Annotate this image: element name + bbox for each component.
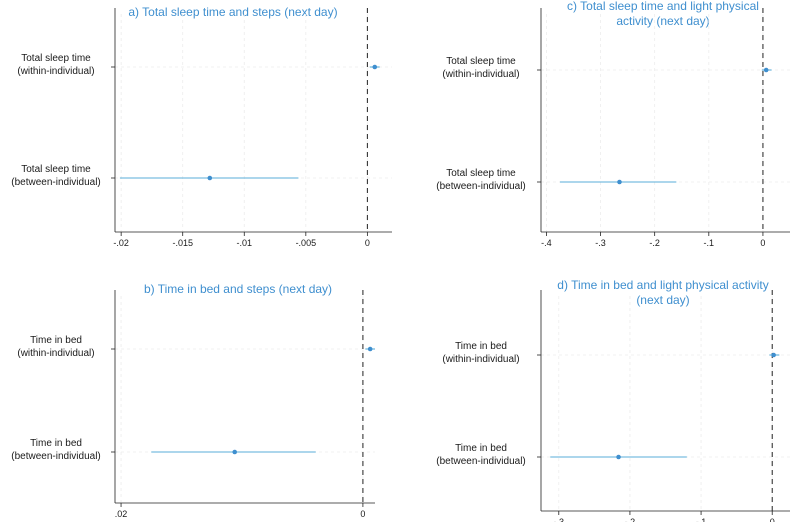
panel-title: d) Time in bed and light physical activi… — [557, 278, 768, 292]
x-tick-label: -.4 — [541, 238, 552, 248]
panel-title: activity (next day) — [616, 14, 709, 28]
x-tick-label: -.3 — [595, 238, 606, 248]
point-estimate — [763, 67, 769, 73]
row-label: Total sleep time — [21, 53, 91, 64]
row-label: (between-individual) — [11, 451, 101, 462]
x-tick-label: -.02 — [113, 238, 129, 248]
row-label: Time in bed — [30, 438, 82, 449]
row-label: (between-individual) — [11, 177, 101, 188]
point-estimate — [771, 352, 776, 358]
x-tick-label: -.2 — [649, 238, 660, 248]
point-estimate — [372, 64, 378, 70]
panel-d: d) Time in bed and light physical activi… — [436, 278, 790, 522]
x-tick-label: -.005 — [296, 238, 317, 248]
x-tick-label: 0 — [770, 517, 775, 522]
row-label: Total sleep time — [446, 168, 516, 179]
row-label: Time in bed — [30, 335, 82, 346]
x-tick-label: -.1 — [696, 517, 707, 522]
row-label: (within-individual) — [442, 354, 519, 365]
panel-a: a) Total sleep time and steps (next day)… — [11, 5, 392, 248]
x-tick-label: 0 — [360, 509, 365, 519]
point-estimate — [232, 449, 238, 455]
panel-title: a) Total sleep time and steps (next day) — [128, 5, 337, 19]
x-tick-label: -.015 — [172, 238, 193, 248]
point-estimate — [207, 175, 213, 181]
panel-c: c) Total sleep time and light physicalac… — [436, 0, 790, 248]
row-label: Total sleep time — [21, 164, 91, 175]
x-tick-label: 0 — [365, 238, 370, 248]
panel-title: b) Time in bed and steps (next day) — [144, 282, 332, 296]
panel-title: (next day) — [636, 293, 689, 307]
point-estimate — [617, 179, 622, 185]
x-tick-label: .02 — [115, 509, 128, 519]
x-tick-label: -.2 — [625, 517, 636, 522]
row-label: (within-individual) — [17, 348, 94, 359]
row-label: (within-individual) — [17, 66, 94, 77]
x-tick-label: -.1 — [704, 238, 715, 248]
row-label: Total sleep time — [446, 56, 516, 67]
panel-title: c) Total sleep time and light physical — [567, 0, 759, 13]
x-tick-label: 0 — [760, 238, 765, 248]
row-label: (within-individual) — [442, 69, 519, 80]
row-label: (between-individual) — [436, 181, 526, 192]
panel-b: b) Time in bed and steps (next day) .02 0 T… — [11, 282, 375, 519]
x-tick-label: -.3 — [554, 517, 565, 522]
row-label: Time in bed — [455, 341, 507, 352]
row-label: (between-individual) — [436, 456, 526, 467]
row-label: Time in bed — [455, 443, 507, 454]
x-tick-label: -.01 — [237, 238, 253, 248]
point-estimate — [616, 454, 621, 460]
point-estimate — [367, 346, 373, 352]
